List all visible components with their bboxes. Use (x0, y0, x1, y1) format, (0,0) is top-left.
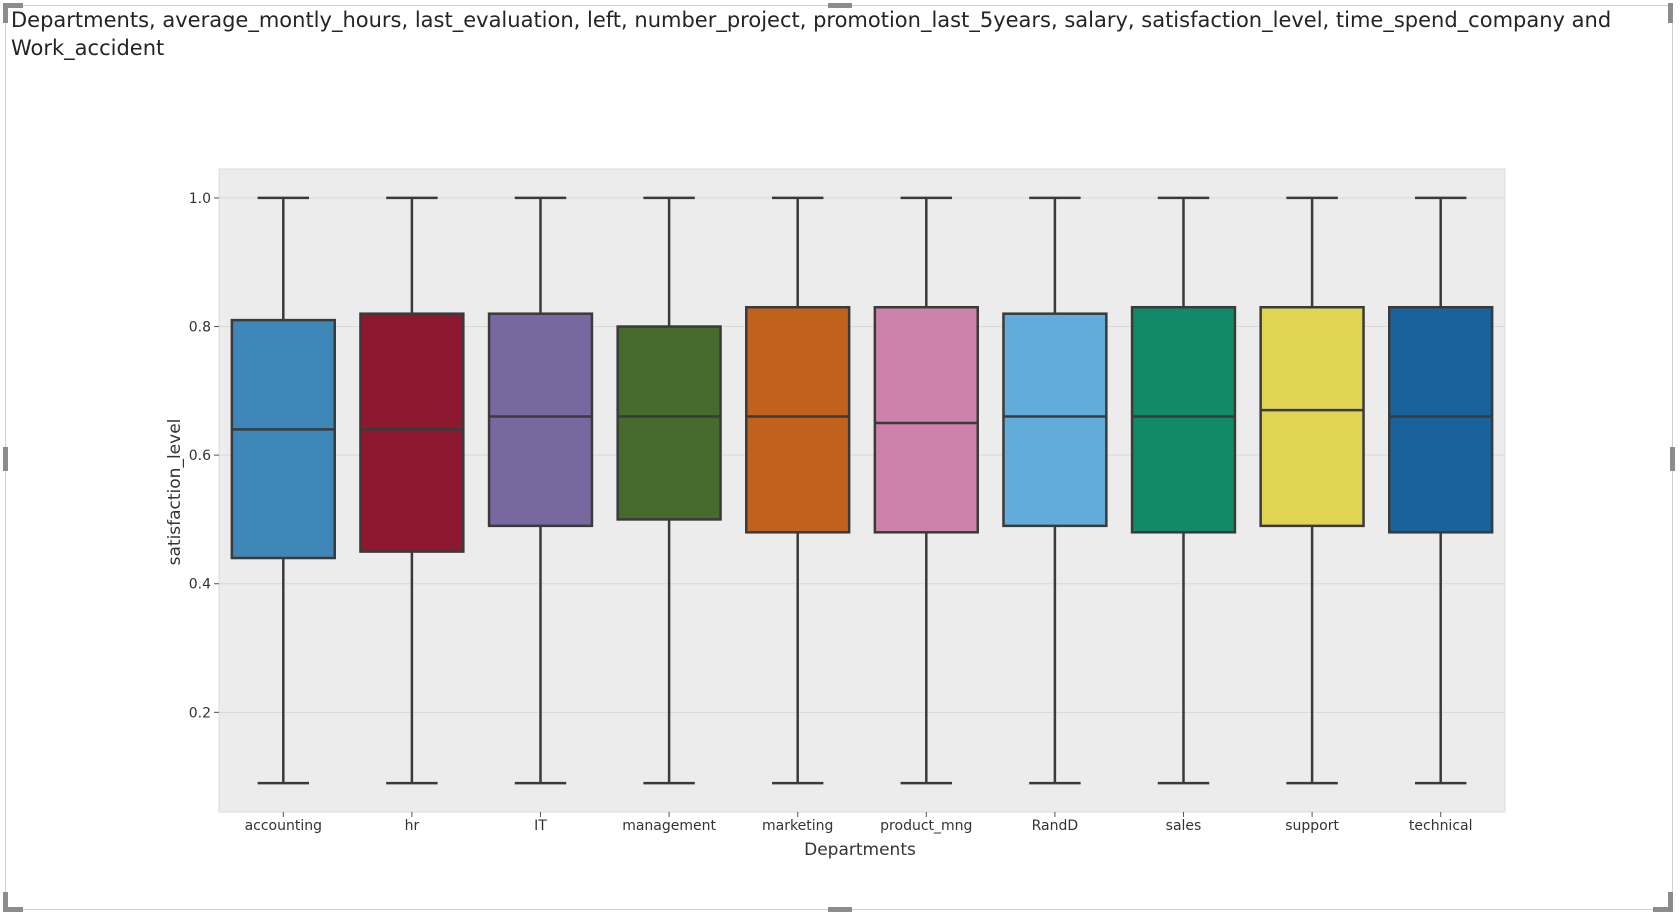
resize-handle-left[interactable] (3, 447, 8, 471)
y-tick-label-1: 0.4 (189, 577, 211, 593)
box-body (1130, 305, 1237, 534)
x-tick-label-management: management (622, 818, 716, 834)
resize-handle-right[interactable] (1670, 447, 1675, 471)
x-axis: accounting hr IT management marketing product… (245, 812, 1473, 834)
x-tick-label-IT: IT (534, 818, 547, 834)
resize-handle-bottom-right-horizontal[interactable] (1653, 907, 1673, 912)
y-tick-label-2: 0.6 (189, 448, 211, 464)
box-sales (1130, 196, 1237, 785)
x-tick-label-product_mng: product_mng (880, 818, 972, 834)
box-hr (359, 196, 465, 785)
box-body (1388, 305, 1494, 534)
y-tick-label-0: 0.2 (189, 705, 211, 721)
box-body (745, 305, 851, 534)
box-IT (487, 196, 594, 785)
box-body (487, 312, 594, 528)
x-tick-label-hr: hr (405, 818, 420, 834)
resize-handle-top[interactable] (828, 3, 852, 8)
resize-handle-bottom-left-horizontal[interactable] (3, 907, 23, 912)
x-tick-label-sales: sales (1166, 818, 1202, 834)
x-axis-label: Departments (804, 840, 916, 860)
x-tick-label-support: support (1285, 818, 1339, 834)
boxes (230, 196, 1494, 785)
box-body (1002, 312, 1108, 528)
box-body (1259, 305, 1365, 528)
box-marketing (745, 196, 851, 785)
resize-handle-bottom-left[interactable] (3, 892, 8, 912)
box-management (616, 196, 722, 785)
box-accounting (230, 196, 336, 785)
box-product_mng (873, 196, 979, 785)
box-body (359, 312, 465, 553)
resize-handle-bottom[interactable] (828, 907, 852, 912)
x-tick-label-marketing: marketing (762, 818, 833, 834)
box-support (1259, 196, 1365, 785)
resize-handle-top-right[interactable] (1668, 3, 1673, 23)
y-tick-label-4: 1.0 (189, 191, 211, 207)
y-axis: 0.2 0.4 0.6 0.8 1.0 (189, 191, 219, 721)
box-body (873, 305, 979, 534)
box-body (230, 318, 336, 560)
visual-title: Departments, average_montly_hours, last_… (11, 8, 1612, 60)
resize-handle-bottom-right[interactable] (1668, 892, 1673, 912)
x-tick-label-technical: technical (1409, 818, 1473, 834)
box-body (616, 325, 722, 521)
y-axis-label: satisfaction_level (165, 419, 185, 566)
resize-handle-top-left[interactable] (3, 3, 23, 8)
y-tick-label-3: 0.8 (189, 320, 211, 336)
x-tick-label-RandD: RandD (1032, 818, 1079, 834)
resize-handle-top-left-vertical[interactable] (3, 3, 8, 23)
box-technical (1388, 196, 1494, 785)
box-RandD (1002, 196, 1108, 785)
x-tick-label-accounting: accounting (245, 818, 322, 834)
